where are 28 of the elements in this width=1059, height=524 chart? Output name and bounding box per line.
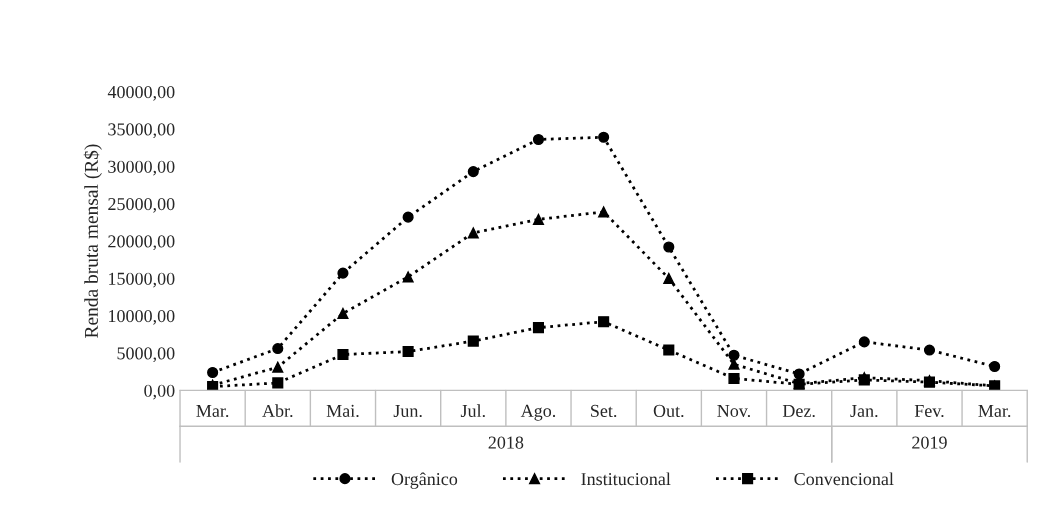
x-tick-label: Nov.	[717, 404, 750, 418]
legend-label: Orgânico	[391, 472, 458, 489]
y-tick-label: 35000,00	[108, 123, 175, 139]
y-tick-label: 10000,00	[109, 309, 175, 325]
x-tick-label: Mai.	[326, 404, 359, 418]
x-tick-label: Fev.	[914, 404, 944, 418]
x-tick-label: Jan.	[850, 404, 878, 418]
x-tick-label: Abr.	[262, 404, 293, 418]
y-tick-label: 30000,00	[108, 160, 175, 176]
x-tick-label: Ago.	[520, 404, 556, 421]
x-tick-label: Out.	[653, 404, 684, 418]
x-tick-label: Jul.	[460, 404, 485, 418]
y-tick-label: 5000,00	[117, 347, 175, 363]
legend-label: Institucional	[581, 472, 671, 486]
x-tick-label: Set.	[591, 404, 617, 418]
y-axis-title: Renda bruta mensal (R$)	[83, 144, 102, 338]
text: 2018	[488, 436, 524, 449]
text: 2019	[912, 436, 947, 449]
x-tick-label: Mar.	[978, 404, 1011, 418]
x-tick-label: Jun.	[393, 404, 422, 418]
legend-label: Convencional	[794, 472, 894, 486]
y-tick-label: 0,00	[144, 384, 175, 400]
y-tick-label: 15000,00	[109, 272, 175, 288]
y-tick-label: 25000,00	[108, 197, 175, 213]
y-tick-label: 40000,00	[107, 85, 175, 101]
y-tick-label: 20000,00	[108, 235, 175, 251]
x-tick-label: Mar.	[196, 404, 229, 418]
x-tick-label: Dez.	[782, 404, 815, 418]
